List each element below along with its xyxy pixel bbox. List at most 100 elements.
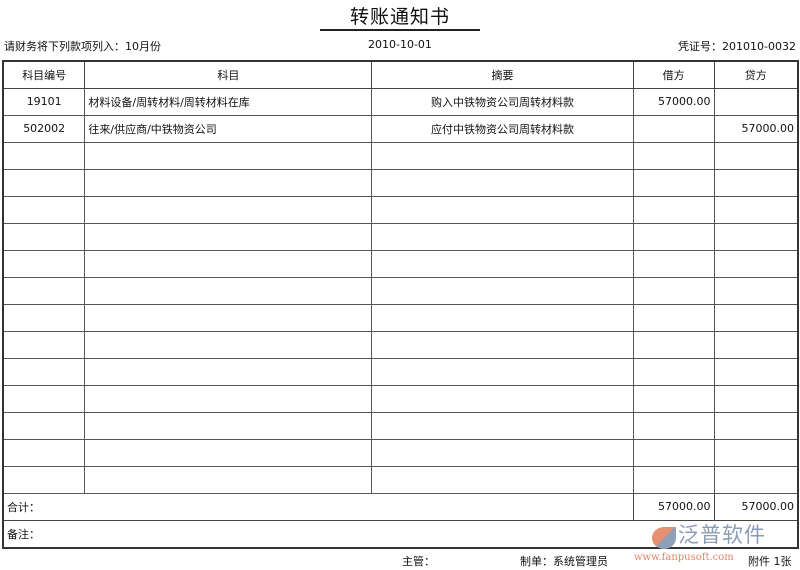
empty-row: [2, 141, 799, 170]
empty-row: [2, 330, 799, 359]
empty-cell: [713, 357, 799, 386]
date-text: 2010-10-01: [368, 38, 432, 51]
empty-cell: [713, 465, 799, 494]
totals-debit: 57000.00: [632, 492, 715, 521]
empty-cell: [371, 357, 634, 386]
cell-credit: 57000.00: [713, 114, 799, 143]
empty-cell: [632, 168, 715, 197]
cell-code: 502002: [2, 114, 86, 143]
empty-cell: [84, 357, 373, 386]
empty-cell: [2, 438, 86, 467]
empty-row: [2, 357, 799, 386]
empty-row: [2, 411, 799, 440]
empty-row: [2, 222, 799, 251]
empty-cell: [632, 357, 715, 386]
empty-cell: [84, 195, 373, 224]
empty-cell: [632, 330, 715, 359]
empty-cell: [371, 330, 634, 359]
empty-cell: [84, 384, 373, 413]
col-summary: 摘要: [371, 60, 634, 89]
empty-cell: [371, 411, 634, 440]
empty-cell: [371, 438, 634, 467]
empty-cell: [2, 168, 86, 197]
empty-cell: [713, 411, 799, 440]
cell-account: 材料设备/周转材料/周转材料在库: [84, 87, 373, 116]
empty-cell: [713, 222, 799, 251]
empty-cell: [84, 249, 373, 278]
maker-label: 制单：系统管理员: [520, 555, 608, 568]
empty-cell: [632, 249, 715, 278]
cell-debit: [632, 114, 715, 143]
empty-cell: [371, 465, 634, 494]
empty-cell: [632, 465, 715, 494]
col-debit: 借方: [632, 60, 715, 89]
empty-cell: [2, 357, 86, 386]
empty-cell: [632, 411, 715, 440]
cell-account: 往来/供应商/中铁物资公司: [84, 114, 373, 143]
empty-cell: [713, 168, 799, 197]
empty-row: [2, 303, 799, 332]
empty-cell: [84, 222, 373, 251]
logo-mark-icon: [652, 527, 676, 549]
empty-cell: [632, 384, 715, 413]
empty-row: [2, 249, 799, 278]
table-row: 19101 材料设备/周转材料/周转材料在库 购入中铁物资公司周转材料款 57000.…: [2, 87, 799, 116]
empty-cell: [2, 276, 86, 305]
cell-debit: 57000.00: [632, 87, 715, 116]
empty-cell: [2, 465, 86, 494]
supervisor-label: 主管：: [402, 555, 435, 568]
empty-cell: [84, 276, 373, 305]
empty-cell: [84, 438, 373, 467]
empty-cell: [632, 222, 715, 251]
empty-cell: [371, 168, 634, 197]
totals-label: 合计：: [2, 492, 634, 521]
empty-cell: [84, 465, 373, 494]
empty-cell: [371, 384, 634, 413]
empty-row: [2, 438, 799, 467]
empty-row: [2, 384, 799, 413]
col-code: 科目编号: [2, 60, 86, 89]
empty-cell: [84, 141, 373, 170]
cell-code: 19101: [2, 87, 86, 116]
empty-row: [2, 276, 799, 305]
cell-summary: 应付中铁物资公司周转材料款: [371, 114, 634, 143]
empty-cell: [371, 303, 634, 332]
empty-cell: [713, 303, 799, 332]
empty-cell: [84, 303, 373, 332]
totals-row: 合计： 57000.00 57000.00: [2, 492, 799, 521]
empty-cell: [371, 141, 634, 170]
empty-cell: [2, 222, 86, 251]
empty-cell: [2, 141, 86, 170]
attachments-label: 附件 1张: [748, 555, 792, 568]
empty-cell: [713, 438, 799, 467]
cell-summary: 购入中铁物资公司周转材料款: [371, 87, 634, 116]
empty-cell: [2, 330, 86, 359]
empty-cell: [2, 384, 86, 413]
empty-cell: [2, 249, 86, 278]
col-account: 科目: [84, 60, 373, 89]
empty-cell: [632, 438, 715, 467]
cell-credit: [713, 87, 799, 116]
totals-credit: 57000.00: [713, 492, 799, 521]
empty-cell: [632, 141, 715, 170]
document-title: 转账通知书: [349, 6, 450, 28]
logo-url: www.fanpusoft.com: [634, 552, 734, 563]
empty-cell: [84, 168, 373, 197]
logo-text: 泛普软件: [678, 523, 766, 547]
empty-cell: [2, 195, 86, 224]
empty-cell: [371, 195, 634, 224]
table-row: 502002 往来/供应商/中铁物资公司 应付中铁物资公司周转材料款 57000.00: [2, 114, 799, 143]
empty-cell: [84, 411, 373, 440]
col-credit: 贷方: [713, 60, 799, 89]
fanpusoft-logo: 泛普软件 www.fanpusoft.com: [634, 523, 800, 565]
empty-cell: [371, 249, 634, 278]
instruction-text: 请财务将下列款项列入：10月份: [4, 40, 161, 53]
empty-cell: [84, 330, 373, 359]
empty-row: [2, 168, 799, 197]
empty-cell: [632, 276, 715, 305]
empty-row: [2, 465, 799, 494]
empty-cell: [713, 141, 799, 170]
empty-cell: [713, 384, 799, 413]
voucher-number: 凭证号：201010-0032: [678, 40, 796, 53]
title-underline: [320, 29, 480, 31]
